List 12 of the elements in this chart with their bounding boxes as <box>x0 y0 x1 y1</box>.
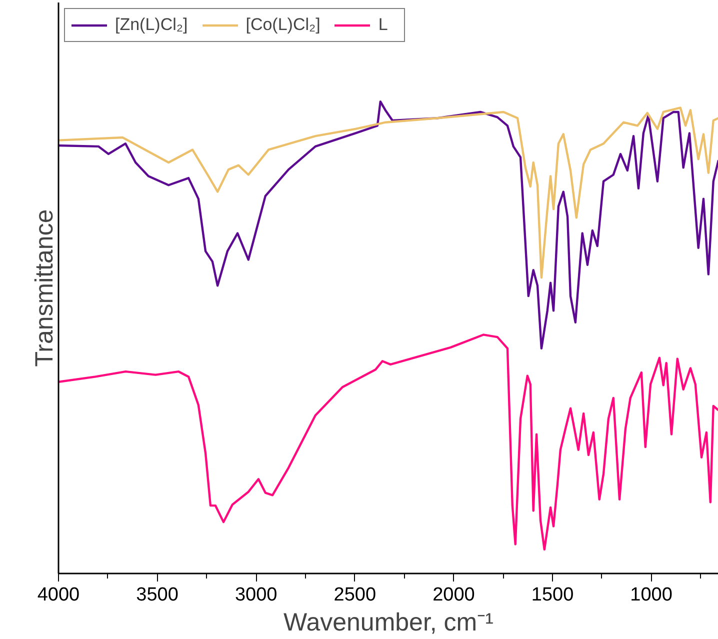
x-tick-label: 2000 <box>432 584 475 606</box>
legend-label: [Zn(L)Cl₂] <box>115 15 188 35</box>
x-tick-label: 4000 <box>37 584 80 606</box>
legend-label: L <box>378 15 389 35</box>
x-tick-label: 1500 <box>531 584 574 606</box>
x-tick-label: 3000 <box>234 584 278 606</box>
x-tick-label: 2500 <box>334 584 376 606</box>
legend-label: [Co(L)Cl₂] <box>246 15 320 35</box>
y-axis-title: Transmittance <box>30 209 58 367</box>
x-tick-label: 1000 <box>630 584 672 606</box>
x-axis-title: Wavenumber, cm⁻¹ <box>284 608 494 636</box>
x-tick-label: 3500 <box>136 584 178 606</box>
